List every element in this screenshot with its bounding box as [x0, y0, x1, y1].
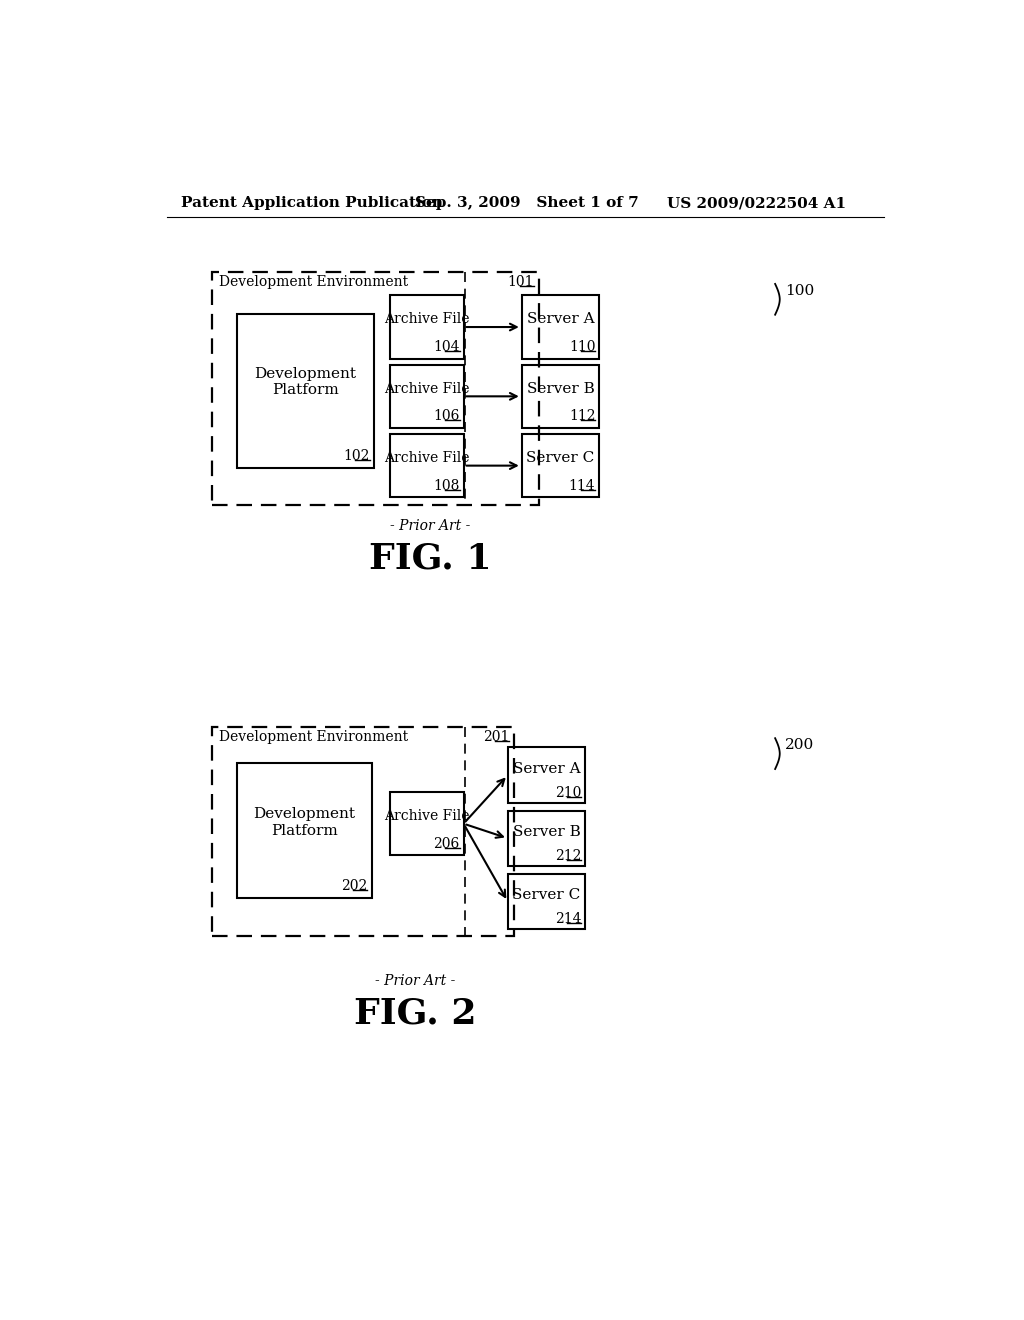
Text: Server A: Server A — [513, 762, 581, 776]
Text: - Prior Art -: - Prior Art - — [390, 520, 470, 533]
Text: FIG. 1: FIG. 1 — [369, 541, 492, 576]
Text: Server A: Server A — [526, 313, 594, 326]
Bar — [521, 434, 599, 498]
Bar — [390, 364, 464, 428]
Text: Sep. 3, 2009   Sheet 1 of 7: Sep. 3, 2009 Sheet 1 of 7 — [415, 197, 639, 210]
Text: 200: 200 — [785, 738, 814, 752]
Text: 210: 210 — [555, 785, 582, 800]
Text: Archive File: Archive File — [384, 451, 470, 465]
Bar — [521, 364, 599, 428]
Bar — [212, 726, 514, 936]
Text: US 2009/0222504 A1: US 2009/0222504 A1 — [667, 197, 846, 210]
Text: Development Environment: Development Environment — [219, 276, 409, 289]
Text: Development
Platform: Development Platform — [255, 367, 356, 397]
Bar — [390, 434, 464, 498]
Text: 212: 212 — [555, 849, 582, 863]
Text: Server C: Server C — [526, 451, 595, 465]
Text: Server B: Server B — [513, 825, 581, 840]
Text: 101: 101 — [508, 276, 535, 289]
Text: Archive File: Archive File — [384, 809, 470, 822]
Bar — [212, 272, 539, 506]
Text: 206: 206 — [433, 837, 460, 851]
Text: Development
Platform: Development Platform — [253, 808, 355, 838]
Text: Server C: Server C — [512, 888, 581, 903]
Text: FIG. 2: FIG. 2 — [353, 997, 476, 1030]
Bar — [390, 792, 464, 855]
Text: 110: 110 — [568, 341, 595, 354]
Text: 106: 106 — [433, 409, 460, 424]
Text: 100: 100 — [785, 284, 814, 298]
Text: 102: 102 — [343, 449, 370, 463]
Text: 202: 202 — [341, 879, 368, 894]
Text: 201: 201 — [483, 730, 509, 743]
Text: Archive File: Archive File — [384, 381, 470, 396]
Text: 108: 108 — [433, 479, 460, 492]
Bar — [508, 810, 586, 866]
Text: 214: 214 — [555, 912, 582, 927]
Bar — [508, 747, 586, 803]
Text: 112: 112 — [568, 409, 595, 424]
Text: Patent Application Publication: Patent Application Publication — [180, 197, 442, 210]
Bar — [508, 874, 586, 929]
Bar — [237, 763, 372, 898]
Text: Development Environment: Development Environment — [219, 730, 409, 743]
Text: Archive File: Archive File — [384, 313, 470, 326]
Text: - Prior Art -: - Prior Art - — [375, 974, 455, 987]
Text: 104: 104 — [433, 341, 460, 354]
Text: 114: 114 — [568, 479, 595, 492]
Bar — [390, 296, 464, 359]
Text: Server B: Server B — [526, 381, 594, 396]
Bar — [237, 314, 375, 469]
Bar — [521, 296, 599, 359]
